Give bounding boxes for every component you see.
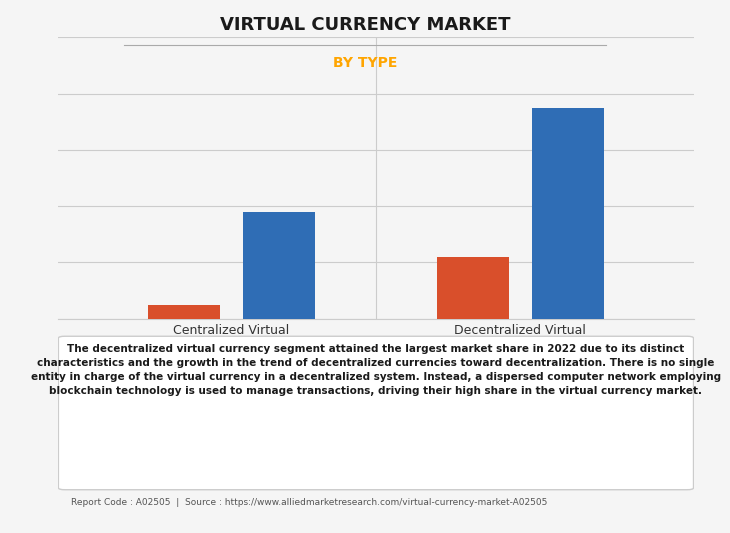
Bar — [437, 257, 509, 319]
Text: VIRTUAL CURRENCY MARKET: VIRTUAL CURRENCY MARKET — [220, 16, 510, 34]
Text: Report Code : A02505  |  Source : https://www.alliedmarketresearch.com/virtual-c: Report Code : A02505 | Source : https://… — [71, 498, 548, 507]
Bar — [243, 212, 315, 319]
FancyBboxPatch shape — [58, 336, 694, 490]
Text: The decentralized virtual currency segment attained the largest market share in : The decentralized virtual currency segme… — [31, 344, 721, 396]
Bar — [532, 108, 604, 319]
Text: BY TYPE: BY TYPE — [333, 56, 397, 70]
Bar — [148, 304, 220, 319]
